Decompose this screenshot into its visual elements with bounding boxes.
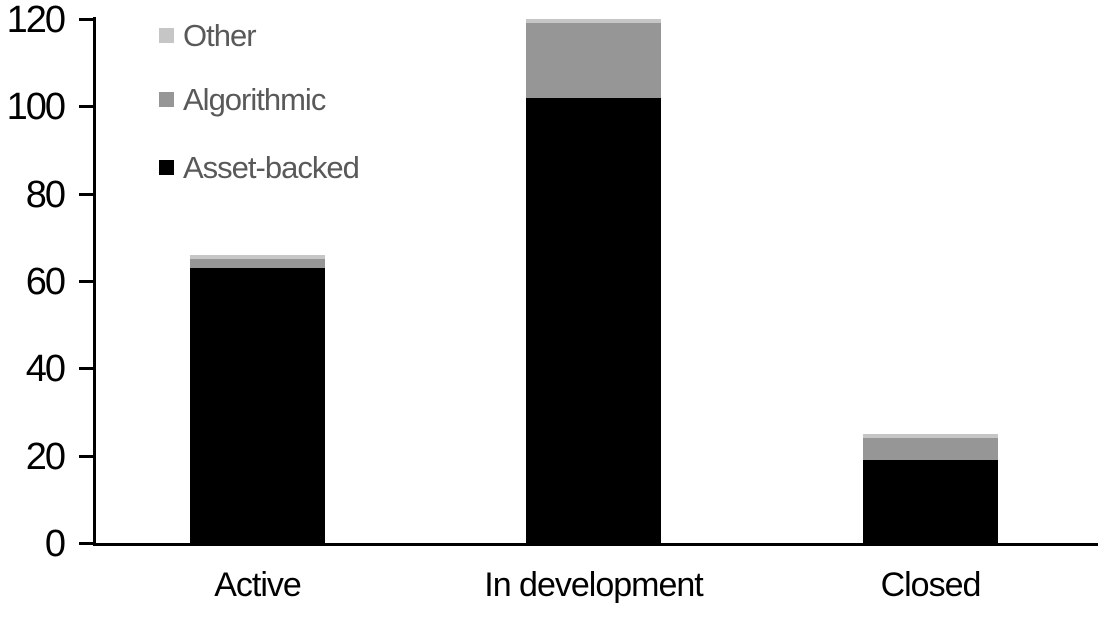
- bar-segment-asset-backed: [863, 460, 998, 543]
- bar-segment-other: [863, 433, 998, 439]
- y-tick-label: 0: [44, 523, 66, 565]
- bar-segment-algorithmic: [190, 259, 325, 268]
- legend-swatch-asset-backed: [159, 160, 174, 175]
- y-tick: [79, 105, 94, 109]
- bar-segment-algorithmic: [526, 23, 661, 98]
- legend-label: Algorithmic: [183, 81, 326, 117]
- x-category-label: Closed: [880, 566, 982, 604]
- y-tick-label: 40: [25, 348, 66, 391]
- x-category-label: In development: [484, 566, 704, 604]
- y-tick-label: 120: [6, 0, 66, 41]
- y-tick: [79, 542, 94, 545]
- legend-item: Algorithmic: [159, 81, 326, 117]
- bar-segment-asset-backed: [526, 97, 661, 543]
- bar-segment-algorithmic: [863, 438, 998, 461]
- legend-swatch-algorithmic: [159, 92, 174, 107]
- y-tick-label: 60: [25, 261, 66, 303]
- y-tick-label: 80: [25, 173, 66, 216]
- y-axis-line: [93, 17, 96, 546]
- y-tick-label: 100: [6, 86, 66, 129]
- y-tick: [79, 454, 94, 458]
- legend-swatch-other: [159, 28, 174, 43]
- x-category-label: Active: [214, 566, 302, 604]
- legend-label: Asset-backed: [183, 149, 360, 185]
- legend-item: Other: [159, 17, 257, 53]
- y-tick-label: 20: [25, 435, 66, 478]
- y-tick: [79, 18, 94, 21]
- legend-label: Other: [183, 17, 257, 53]
- y-tick: [79, 367, 94, 371]
- x-axis-line: [93, 543, 1098, 546]
- y-tick: [79, 192, 94, 196]
- bar-segment-other: [190, 254, 325, 260]
- y-tick: [79, 280, 94, 283]
- legend-item: Asset-backed: [159, 149, 360, 185]
- bar-segment-asset-backed: [190, 267, 325, 543]
- bar-segment-other: [526, 19, 661, 24]
